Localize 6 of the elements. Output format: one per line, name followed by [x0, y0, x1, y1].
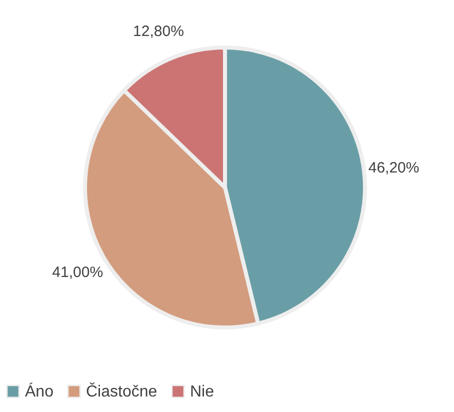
data-label: 46,20% — [368, 159, 420, 176]
data-label: 12,80% — [133, 23, 184, 40]
legend-label: Áno — [25, 382, 54, 400]
legend-label: Čiastočne — [86, 382, 158, 400]
data-label: 41,00% — [52, 264, 104, 282]
legend-label: Nie — [190, 383, 214, 400]
